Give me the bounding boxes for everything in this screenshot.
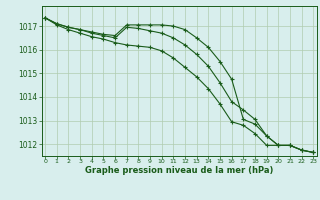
X-axis label: Graphe pression niveau de la mer (hPa): Graphe pression niveau de la mer (hPa) [85,166,273,175]
